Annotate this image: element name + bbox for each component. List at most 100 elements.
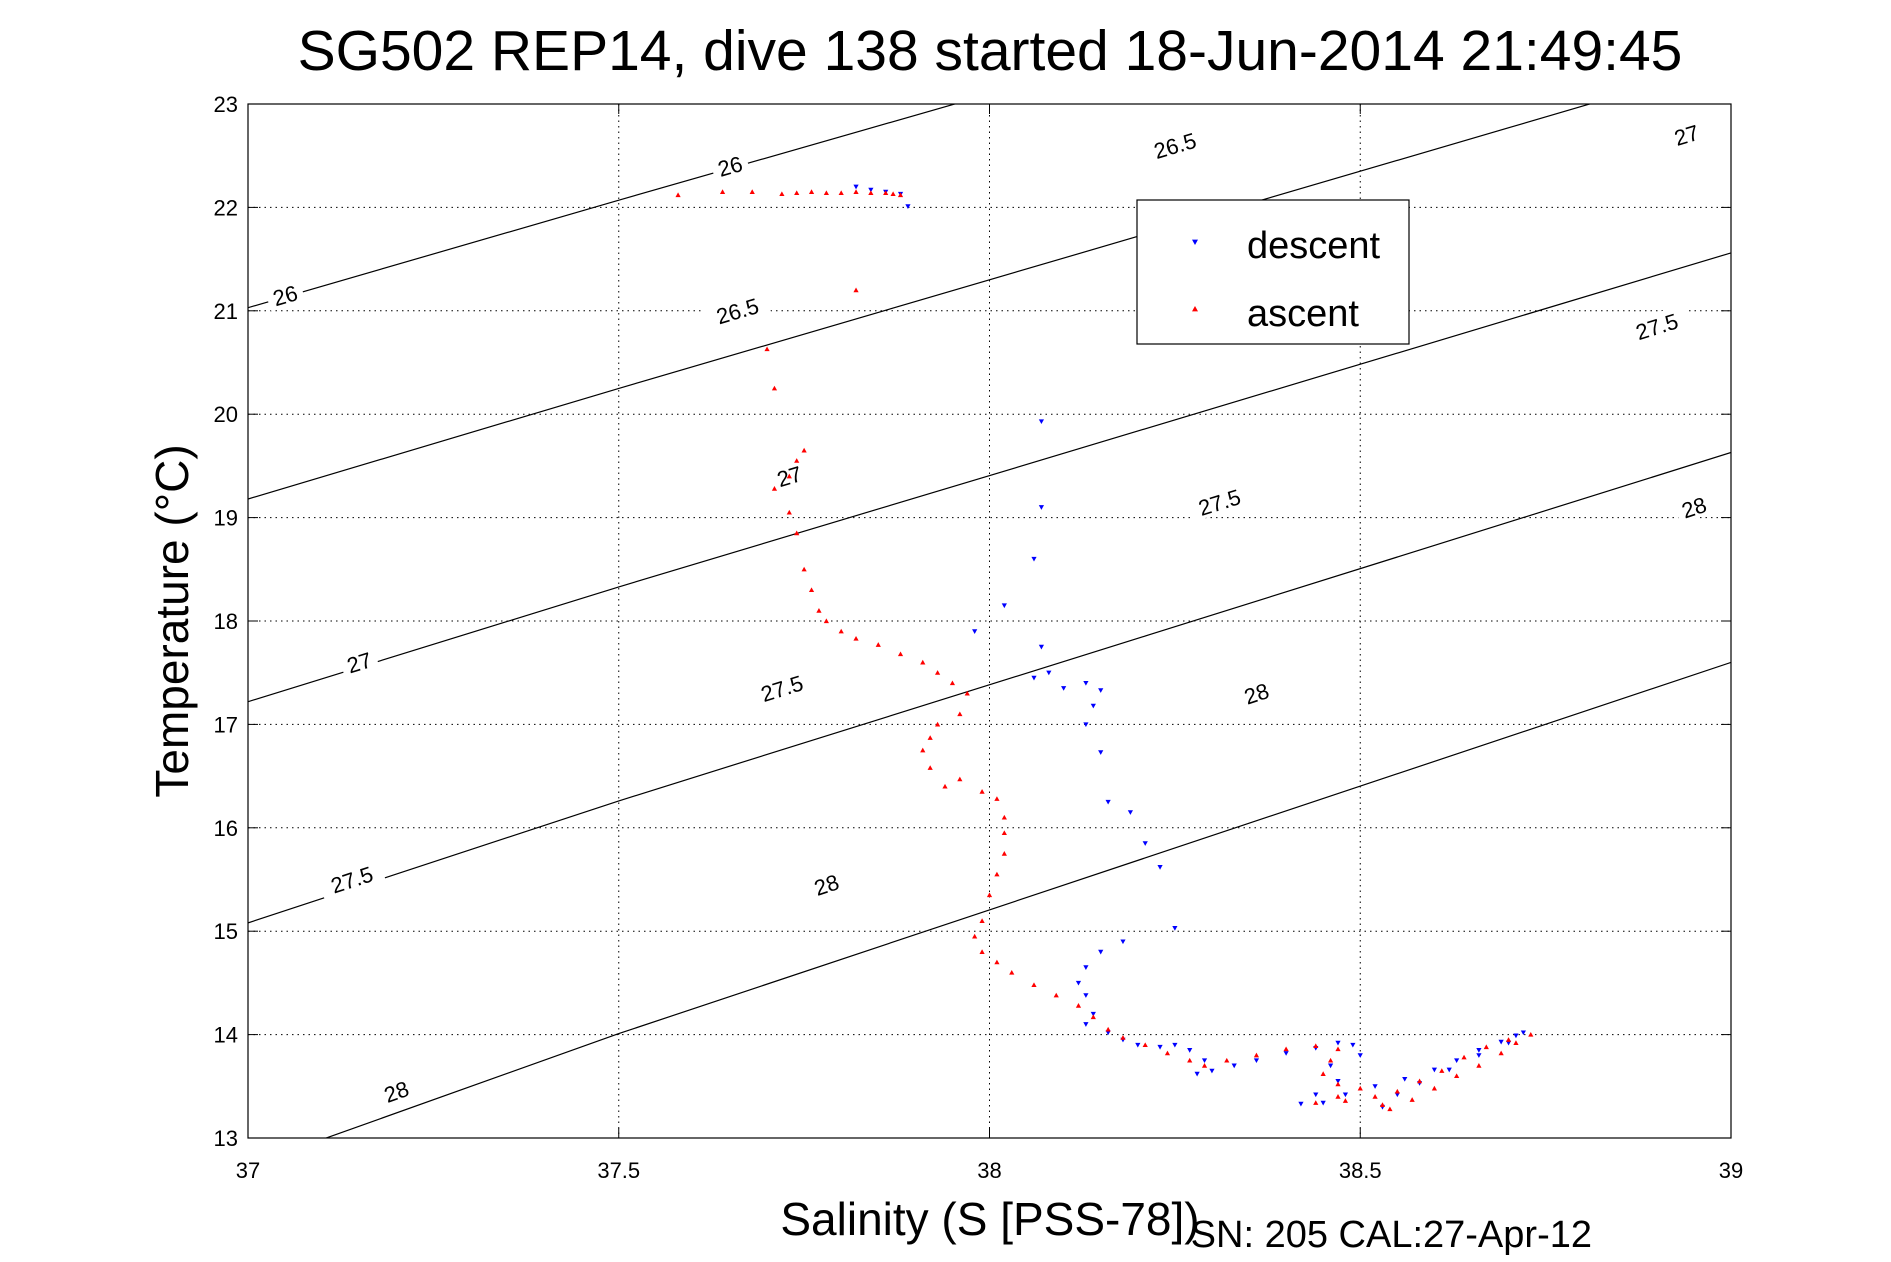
ascent-point: [1505, 1037, 1512, 1042]
descent-point: [972, 629, 978, 634]
ascent-point: [719, 189, 726, 194]
ascent-point: [853, 287, 859, 293]
ascent-point: [675, 192, 681, 198]
x-axis-label: Salinity (S [PSS-78]): [780, 1193, 1199, 1245]
x-tick-label: 38: [977, 1158, 1001, 1183]
ascent-point: [1372, 1094, 1378, 1099]
descent-point: [1098, 688, 1104, 693]
ascent-point: [801, 566, 807, 572]
descent-point: [905, 204, 911, 209]
ascent-point: [986, 892, 993, 898]
descent-point: [1083, 993, 1089, 998]
x-tick-label: 39: [1719, 1158, 1743, 1183]
descent-point: [1402, 1076, 1408, 1082]
ascent-point: [927, 765, 933, 770]
ascent-point: [934, 721, 941, 727]
ascent-point: [897, 651, 904, 657]
descent-point: [1098, 949, 1104, 955]
descent-point: [1335, 1079, 1341, 1084]
y-ticks: 13 14 15 16 17 18 19 20 21 22 23: [214, 92, 1731, 1151]
ascent-point: [794, 530, 800, 536]
descent-point: [1431, 1067, 1437, 1073]
isopycnal-label: 27.5: [1622, 304, 1691, 347]
y-tick-label: 20: [214, 402, 238, 427]
descent-point: [1209, 1068, 1215, 1074]
descent-point: [1498, 1039, 1504, 1045]
y-tick-label: 13: [214, 1126, 238, 1151]
descent-point: [1313, 1092, 1319, 1098]
descent-point: [1083, 680, 1089, 686]
ascent-point: [1105, 1026, 1111, 1032]
ascent-point: [1476, 1063, 1482, 1068]
y-tick-label: 15: [214, 919, 238, 944]
y-tick-label: 14: [214, 1023, 238, 1048]
y-tick-label: 19: [214, 506, 238, 531]
descent-point: [1001, 603, 1007, 609]
descent-point: [1038, 505, 1045, 510]
legend-marker-ascent: [1192, 306, 1198, 312]
descent-point: [1476, 1053, 1482, 1058]
ascent-point: [890, 191, 896, 197]
ascent-point: [1379, 1102, 1386, 1107]
x-tick-label: 38.5: [1339, 1158, 1382, 1183]
ascent-point: [1120, 1035, 1126, 1040]
descent-point: [1513, 1033, 1519, 1039]
ascent-point: [957, 711, 963, 717]
isopycnal-label-bg: [264, 277, 306, 311]
ascent-point: [1253, 1052, 1260, 1058]
ascent-point: [823, 190, 829, 196]
ascent-point: [808, 189, 815, 194]
isopycnal-label-bg: [1184, 480, 1254, 523]
descent-point: [1031, 556, 1037, 562]
ascent-point: [920, 747, 926, 753]
descent-point: [1372, 1084, 1378, 1089]
ascent-point: [779, 191, 785, 197]
isopycnal-label: 28: [805, 866, 847, 901]
isopycnal-label-bg: [805, 866, 847, 901]
y-axis-label: Temperature (°C): [146, 444, 198, 797]
data-points: [675, 184, 1534, 1112]
y-tick-label: 23: [214, 92, 238, 117]
ascent-point: [808, 587, 815, 593]
legend-label-ascent: ascent: [1247, 293, 1359, 335]
descent-point: [1090, 703, 1096, 709]
ascent-point: [979, 949, 985, 954]
ascent-point: [934, 670, 941, 675]
descent-point: [1454, 1058, 1460, 1064]
y-tick-label: 18: [214, 609, 238, 634]
descent-point: [1476, 1048, 1482, 1053]
descent-point: [1283, 1051, 1289, 1056]
isopycnal-label-bg: [1665, 117, 1707, 151]
descent-point: [1083, 965, 1089, 970]
ascent-point: [1201, 1063, 1208, 1068]
descent-point: [1120, 939, 1126, 945]
ascent-point: [1075, 1003, 1082, 1008]
ascent-point: [972, 933, 978, 939]
ascent-point: [1335, 1094, 1341, 1099]
ascent-point: [1409, 1097, 1415, 1102]
isopycnal-label-bg: [338, 644, 380, 679]
ascent-point: [771, 385, 778, 391]
ascent-point: [786, 473, 792, 479]
descent-point: [853, 184, 859, 190]
y-tick-label: 17: [214, 712, 238, 737]
descent-point: [1520, 1030, 1526, 1036]
descent-point: [1335, 1040, 1341, 1046]
descent-point: [1083, 722, 1089, 727]
ascent-point: [1335, 1081, 1341, 1087]
chart-title: SG502 REP14, dive 138 started 18-Jun-201…: [298, 19, 1683, 83]
ascent-point: [838, 628, 844, 634]
ascent-point: [1320, 1071, 1326, 1076]
descent-point: [1505, 1040, 1512, 1046]
ascent-point: [1142, 1042, 1148, 1048]
descent-point: [1446, 1067, 1452, 1073]
descent-point: [1046, 670, 1052, 676]
ascent-point: [1053, 992, 1059, 998]
legend-marker-descent: [1192, 239, 1198, 245]
descent-point: [1394, 1092, 1400, 1098]
descent-point: [1194, 1071, 1200, 1077]
ascent-point: [1498, 1050, 1504, 1056]
isopycnal-label-bg: [1140, 123, 1209, 165]
